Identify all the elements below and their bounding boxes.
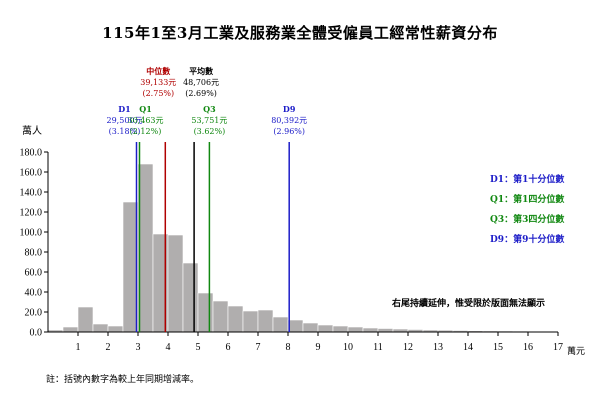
marker-value-text: 39,133元: [140, 78, 177, 87]
histogram-bar: [377, 328, 394, 333]
y-tick-label: 40.0: [25, 288, 43, 299]
legend-item: Q3：第3四分位數: [490, 210, 564, 230]
histogram-bar: [347, 326, 364, 333]
histogram-bar: [212, 300, 229, 333]
marker-label: 平均數: [189, 66, 214, 76]
y-tick-label: 20.0: [25, 308, 43, 319]
x-tick-label: 4: [166, 342, 171, 353]
histogram-bar: [167, 234, 184, 333]
legend-item: D9：第9十分位數: [490, 230, 564, 250]
chart-title: 115年1至3月工業及服務業全體受僱員工經常性薪資分布: [102, 24, 498, 42]
legend-key: D9: [490, 235, 505, 245]
marker-annotation-d9: D9 80,392元 (2.96%): [271, 104, 307, 137]
histogram-bar: [197, 292, 214, 333]
histogram-bar: [287, 319, 304, 333]
y-tick-label: 80.0: [25, 248, 43, 259]
y-tick-label: 120.0: [20, 208, 43, 219]
histogram-bar: [77, 306, 94, 333]
histogram-bar: [92, 323, 109, 333]
legend-sep: ：: [504, 235, 514, 245]
marker-annotation-median: 中位數 39,133元 (2.75%): [140, 66, 176, 99]
y-tick-label: 140.0: [20, 188, 43, 199]
legend-text: 第1四分位數: [513, 195, 565, 205]
marker-change-text: (2.96%): [273, 127, 306, 136]
x-tick-label: 12: [403, 342, 413, 353]
legend-sep: ：: [504, 175, 514, 185]
y-tick-label: 100.0: [20, 228, 43, 239]
marker-value-text: 80,392元: [271, 116, 308, 125]
marker-change-text: (2.69%): [185, 89, 217, 98]
legend-key: Q1: [490, 195, 505, 205]
x-tick-label: 7: [256, 342, 261, 353]
marker-change-text: (2.12%): [129, 127, 162, 136]
x-tick-label: 11: [373, 342, 383, 353]
marker-annotation-q3: Q3 53,751元 (3.62%): [191, 104, 227, 137]
marker-label: D1: [118, 104, 131, 114]
marker-value-text: 29,500元: [106, 116, 143, 125]
y-axis-label: 萬人: [22, 126, 42, 137]
histogram-bar: [107, 325, 124, 333]
histogram-bar: [257, 309, 274, 333]
histogram-bar: [227, 305, 244, 333]
marker-label: D9: [282, 104, 296, 114]
legend-text: 第9十分位數: [513, 235, 565, 245]
footnote: 註：括號內數字為較上年同期增減率。: [46, 375, 200, 385]
marker-annotation-q1: Q1 30,463元 (2.12%): [128, 104, 164, 137]
marker-change-text: (2.75%): [142, 89, 175, 98]
histogram-bar: [62, 326, 79, 333]
x-tick-label: 8: [286, 342, 291, 353]
y-tick-label: 160.0: [20, 168, 43, 179]
y-tick-label: 60.0: [25, 268, 43, 279]
legend-sep: ：: [504, 215, 514, 225]
x-tick-label: 1: [76, 342, 81, 353]
x-tick-label: 10: [343, 342, 353, 353]
histogram-bar: [182, 262, 199, 333]
y-tick-label: 180.0: [20, 148, 43, 159]
marker-value-text: 30,463元: [127, 116, 164, 125]
y-tick-label: 0.0: [30, 328, 43, 339]
histogram-bar: [362, 327, 379, 333]
legend-item: Q1：第1四分位數: [490, 190, 564, 210]
x-tick-label: 9: [316, 342, 321, 353]
x-tick-label: 13: [433, 342, 443, 353]
marker-change-text: (3.62%): [193, 127, 226, 136]
marker-change-text: (3.18%): [108, 127, 141, 136]
x-tick-label: 3: [136, 342, 141, 353]
legend: D1：第1十分位數 Q1：第1四分位數 Q3：第3四分位數 D9：第9十分位數: [490, 170, 564, 250]
marker-label: 中位數: [146, 66, 171, 76]
histogram-bar: [302, 322, 319, 333]
x-tick-label: 16: [523, 342, 533, 353]
histogram-bar: [272, 316, 289, 333]
marker-annotation-mean: 平均數 48,706元 (2.69%): [183, 66, 219, 99]
legend-text: 第3四分位數: [513, 215, 565, 225]
legend-item: D1：第1十分位數: [490, 170, 564, 190]
legend-sep: ：: [504, 195, 514, 205]
marker-label: Q1: [139, 104, 152, 114]
x-tick-label: 5: [196, 342, 201, 353]
x-axis-unit-label: 萬元: [567, 347, 586, 357]
right-tail-note: 右尾持續延伸，惟受限於版面無法顯示: [392, 299, 546, 309]
marker-value-text: 53,751元: [191, 116, 228, 125]
x-tick-label: 6: [226, 342, 231, 353]
histogram-bar: [332, 325, 349, 333]
x-tick-label: 2: [106, 342, 111, 353]
marker-annotation-d1: D1 29,500元 (3.18%): [107, 104, 143, 137]
histogram-bar: [317, 324, 334, 333]
x-tick-label: 15: [493, 342, 503, 353]
legend-key: Q3: [490, 215, 505, 225]
marker-value-text: 48,706元: [183, 78, 220, 87]
x-tick-label: 14: [463, 342, 473, 353]
legend-text: 第1十分位數: [513, 175, 565, 185]
histogram-bar: [242, 310, 259, 333]
x-tick-label: 17: [553, 342, 563, 353]
legend-key: D1: [490, 175, 505, 185]
marker-label: Q3: [203, 104, 216, 114]
